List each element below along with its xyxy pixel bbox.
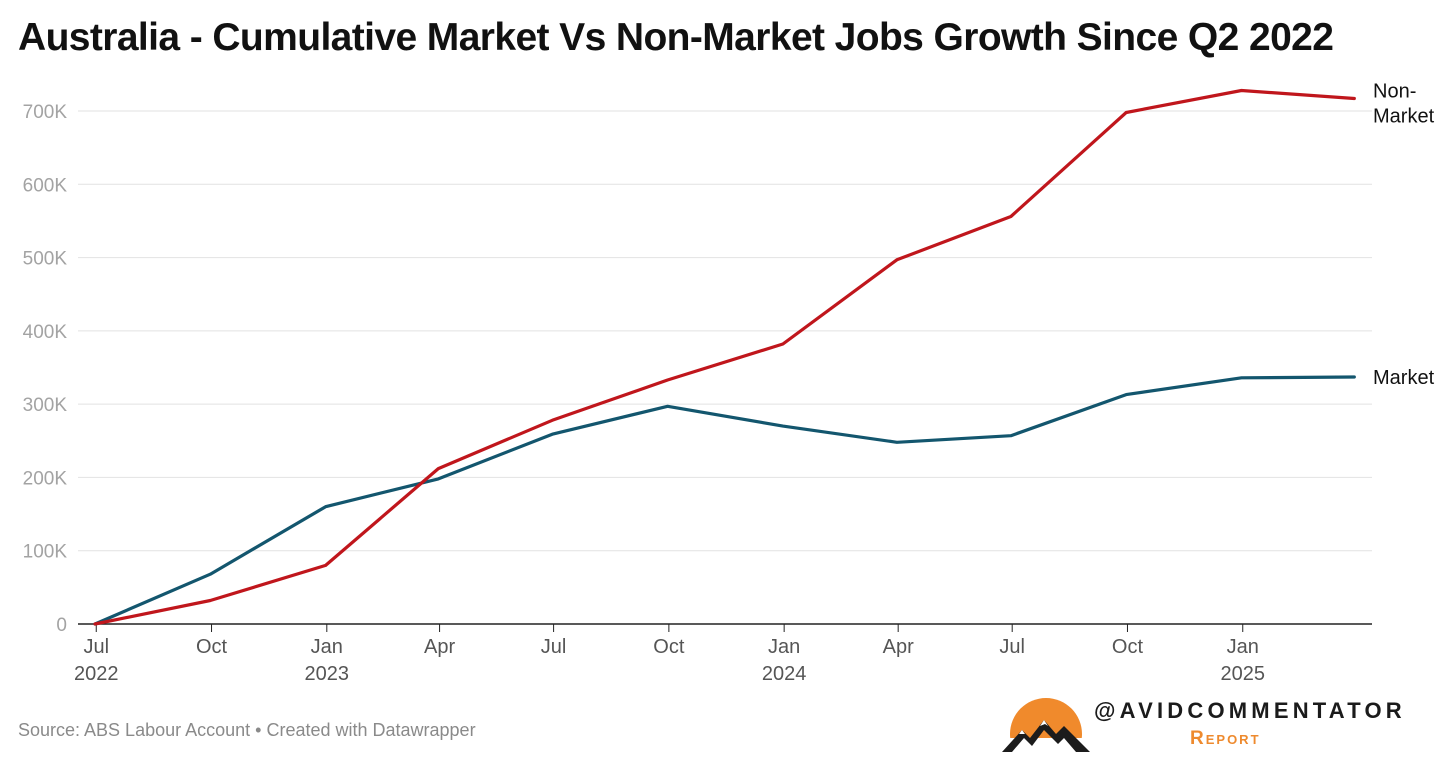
x-tick-year: 2023 xyxy=(305,663,350,685)
brand-watermark: @AVIDCOMMENTATOR Report xyxy=(1000,694,1402,756)
x-tick-label: Apr xyxy=(883,636,914,658)
x-tick-label: Jul xyxy=(999,636,1025,658)
x-tick-year: 2025 xyxy=(1220,663,1265,685)
y-tick-label: 100K xyxy=(23,542,68,563)
x-tick-year: 2024 xyxy=(762,663,807,685)
brand-handle: @AVIDCOMMENTATOR xyxy=(1094,698,1406,723)
y-tick-label: 300K xyxy=(23,395,68,416)
chart-title: Australia - Cumulative Market Vs Non-Mar… xyxy=(18,16,1334,59)
y-axis-ticks: 0 100K 200K 300K 400K 500K 600K 700K xyxy=(23,102,68,636)
y-tick-label: 400K xyxy=(23,322,68,343)
x-tick-label: Oct xyxy=(1112,636,1144,658)
x-axis-ticks: Jul 2022 Oct Jan 2023 Apr Jul Oct Jan 2024 Apr Jul O… xyxy=(74,624,1265,685)
series-label-non-market: Non- xyxy=(1373,81,1416,103)
y-tick-label: 200K xyxy=(23,468,68,489)
mountains-icon xyxy=(1002,720,1090,752)
x-tick-label: Jul xyxy=(83,636,109,658)
x-tick-year: 2022 xyxy=(74,663,119,685)
y-tick-label: 0 xyxy=(56,615,67,636)
x-tick-label: Oct xyxy=(196,636,228,658)
series-label-non-market: Market xyxy=(1373,106,1435,128)
y-tick-label: 700K xyxy=(23,102,68,123)
y-tick-label: 500K xyxy=(23,249,68,270)
series-label-market: Market xyxy=(1373,367,1435,389)
sun-mountains-icon xyxy=(1002,698,1090,752)
series-line-market xyxy=(93,375,1356,626)
x-tick-label: Jan xyxy=(311,636,343,658)
brand-subtitle: Report xyxy=(1190,728,1261,749)
x-tick-label: Jan xyxy=(1227,636,1259,658)
series-lines xyxy=(93,88,1356,626)
line-chart: 0 100K 200K 300K 400K 500K 600K 700K Jul 2022 Oct… xyxy=(23,81,1435,685)
series-labels: Market Non- Market xyxy=(1373,81,1435,389)
y-tick-label: 600K xyxy=(23,175,68,196)
x-tick-label: Jan xyxy=(768,636,800,658)
y-gridlines xyxy=(78,110,1372,552)
x-tick-label: Apr xyxy=(424,636,455,658)
x-tick-label: Jul xyxy=(541,636,567,658)
x-tick-label: Oct xyxy=(653,636,685,658)
source-note: Source: ABS Labour Account • Created wit… xyxy=(18,720,476,740)
series-line-non-market xyxy=(93,88,1356,626)
